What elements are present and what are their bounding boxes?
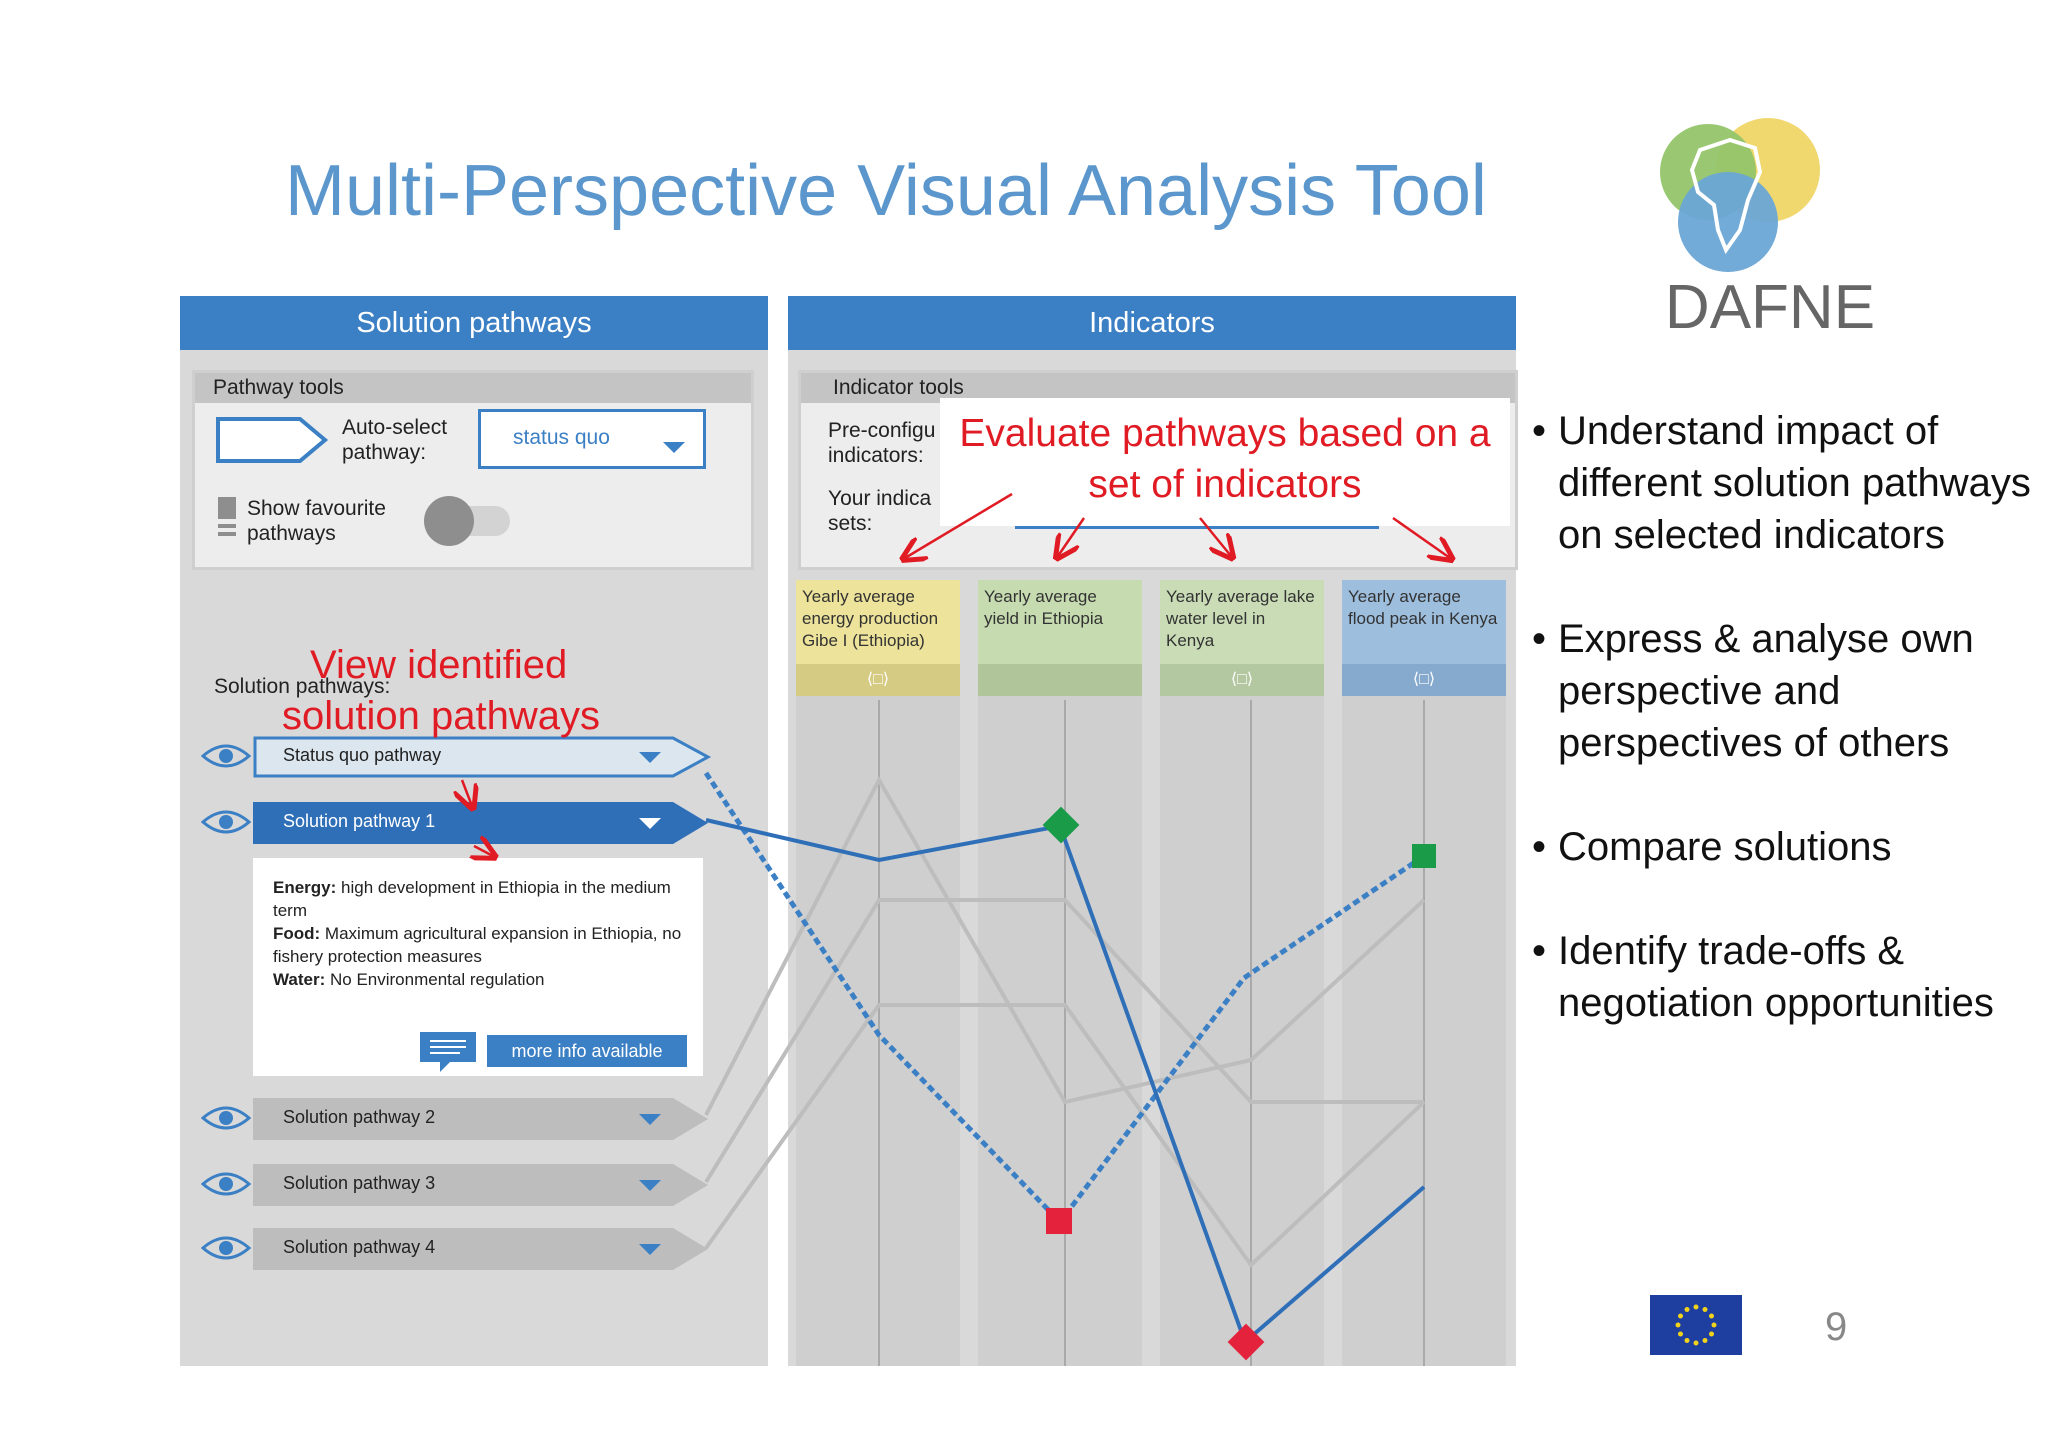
column-handle-1[interactable]: ⟨□⟩ (796, 664, 960, 696)
pathway-row-2[interactable]: Solution pathway 2 (253, 1098, 713, 1140)
pathway-label: Solution pathway 2 (283, 1107, 436, 1127)
indicator-header-3: Yearly average lake water level in Kenya (1160, 580, 1324, 664)
indicator-header-4: Yearly average flood peak in Kenya (1342, 580, 1506, 664)
bullet-item: Understand impact of different solution … (1532, 405, 2032, 561)
status-quo-marker-yield (1046, 1208, 1072, 1234)
bullet-item: Express & analyse own perspective and pe… (1532, 613, 2032, 769)
bullet-list: Understand impact of different solution … (1532, 405, 2032, 1081)
comment-icon[interactable] (420, 1032, 476, 1072)
chevron-down-icon[interactable] (639, 752, 661, 763)
pathway-1-marker-lake (1227, 1323, 1265, 1361)
bullet-item: Compare solutions (1532, 821, 2032, 873)
chevron-down-icon[interactable] (639, 818, 661, 829)
evaluate-callout-text: Evaluate pathways based on a set of indi… (959, 412, 1491, 506)
evaluate-callout-box (940, 398, 1510, 526)
toggle-knob (424, 496, 474, 546)
eye-icon[interactable] (201, 1104, 251, 1132)
pathway-4-line (704, 1003, 1426, 1269)
chevron-down-icon[interactable] (639, 1114, 661, 1125)
pathway-label: Solution pathway 4 (283, 1237, 436, 1257)
auto-select-label: Auto-select pathway: (342, 416, 448, 464)
view-pathways-annotation: View identified solution pathways (282, 643, 600, 738)
pathway-tools-title: Pathway tools (195, 373, 751, 403)
indicators-header: Indicators (788, 296, 1516, 350)
more-info-button[interactable]: more info available (487, 1035, 687, 1067)
your-indicator-sets-label: Your indica sets: (828, 487, 932, 535)
eu-flag-icon (1650, 1295, 1742, 1355)
pathway-label: Solution pathway 1 (283, 811, 436, 831)
eye-icon[interactable] (201, 808, 251, 836)
column-handle-3[interactable]: ⟨□⟩ (1160, 664, 1324, 696)
indicator-header-1: Yearly average energy production Gibe I … (796, 580, 960, 664)
eye-icon[interactable] (201, 1170, 251, 1198)
pathway-tools-box: Pathway tools (192, 370, 754, 570)
indicator-column-3: Yearly average lake water level in Kenya… (1160, 580, 1324, 1366)
chevron-down-icon[interactable] (639, 1244, 661, 1255)
chevron-down-icon (663, 442, 685, 453)
page-number: 9 (1825, 1305, 1848, 1349)
pathway-row-3[interactable]: Solution pathway 3 (253, 1164, 713, 1206)
favourite-icon (218, 497, 236, 519)
bullet-item: Identify trade-offs & negotiation opport… (1532, 925, 2032, 1029)
pathway-row-1[interactable]: Solution pathway 1 (253, 802, 713, 844)
column-handle-2[interactable] (978, 664, 1142, 696)
solution-pathways-label: Solution pathways: (214, 675, 391, 698)
pathway-row-status-quo[interactable]: Status quo pathway (253, 736, 713, 778)
logo-text: DAFNE (1664, 273, 1876, 342)
indicator-set-field[interactable] (1015, 512, 1379, 529)
auto-select-dropdown[interactable]: status quo (478, 409, 706, 469)
chevron-down-icon[interactable] (639, 1180, 661, 1191)
solution-pathways-header: Solution pathways (180, 296, 768, 350)
show-favourite-label: Show favourite pathways (247, 497, 386, 545)
indicator-header-2: Yearly average yield in Ethiopia (978, 580, 1142, 664)
pathway-2-line (704, 775, 1426, 1116)
eye-icon[interactable] (201, 1234, 251, 1262)
axis-lines (878, 700, 1425, 1366)
slide-title: Multi-Perspective Visual Analysis Tool (285, 151, 1487, 231)
favourite-toggle[interactable] (424, 496, 510, 546)
eye-icon[interactable] (201, 742, 251, 770)
pathway-1-marker-yield (1042, 806, 1080, 844)
dafne-logo (1660, 118, 1820, 272)
pathway-label: Status quo pathway (283, 745, 442, 765)
pathway-row-4[interactable]: Solution pathway 4 (253, 1228, 713, 1270)
preconfigured-label: Pre-configu indicators: (828, 419, 936, 467)
inactive-pathway-lines (704, 775, 1426, 1269)
pathway-3-line (704, 898, 1424, 1184)
status-quo-marker-flood (1412, 844, 1436, 868)
pathway-label: Solution pathway 3 (283, 1173, 436, 1193)
auto-select-value: status quo (513, 426, 610, 449)
pathway-shape-icon (216, 417, 329, 463)
column-handle-4[interactable]: ⟨□⟩ (1342, 664, 1506, 696)
